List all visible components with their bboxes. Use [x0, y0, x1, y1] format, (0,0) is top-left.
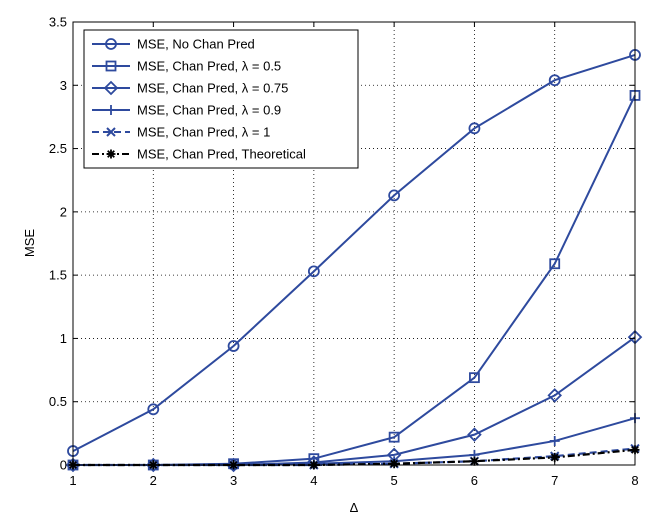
y-axis-label: MSE	[22, 229, 37, 258]
data-point	[468, 122, 481, 135]
y-tick-label: 2.5	[49, 141, 67, 156]
legend-marker	[105, 60, 117, 72]
data-point	[547, 388, 562, 403]
x-tick-label: 7	[551, 473, 558, 488]
legend-label: MSE, Chan Pred, Theoretical	[137, 147, 306, 162]
y-tick-label: 3.5	[49, 15, 67, 30]
y-tick-label: 1	[60, 331, 67, 346]
legend-entry: MSE, No Chan Pred	[92, 37, 255, 52]
y-tick-label: 2	[60, 204, 67, 219]
axis-ticks	[72, 21, 636, 466]
legend: MSE, No Chan Pred MSE, Chan Pred, λ = 0.5…	[83, 29, 359, 169]
legend-marker	[106, 127, 116, 137]
y-tick-label: 1.5	[49, 268, 67, 283]
legend-entry: MSE, Chan Pred, λ = 0.75	[92, 81, 288, 96]
data-point	[550, 452, 560, 462]
data-point	[388, 189, 401, 202]
data-point	[467, 427, 482, 442]
legend-entry: MSE, Chan Pred, λ = 0.9	[92, 103, 281, 118]
x-tick-label: 2	[150, 473, 157, 488]
plot-frame	[72, 21, 636, 466]
x-tick-label: 1	[69, 473, 76, 488]
legend-box	[83, 29, 359, 169]
legend-marker	[105, 38, 117, 50]
x-tick-label: 5	[391, 473, 398, 488]
data-point	[388, 431, 400, 443]
data-point	[548, 74, 561, 87]
legend-marker	[106, 149, 116, 159]
data-point	[469, 372, 480, 384]
legend-label: MSE, Chan Pred, λ = 0.5	[137, 59, 281, 74]
legend-entry: MSE, Chan Pred, Theoretical	[92, 147, 306, 162]
data-point	[147, 403, 160, 416]
series-line	[72, 53, 636, 452]
x-tick-label: 8	[631, 473, 638, 488]
x-tick-label: 6	[471, 473, 478, 488]
data-point	[307, 265, 320, 278]
data-point	[549, 258, 561, 270]
data-point	[549, 435, 560, 446]
data-point	[226, 457, 241, 473]
x-tick-label: 4	[310, 473, 317, 488]
legend-label: MSE, Chan Pred, λ = 0.75	[137, 81, 288, 96]
series-1	[67, 49, 641, 457]
y-tick-label: 0	[60, 458, 67, 473]
data-point	[65, 457, 81, 473]
legend-entry: MSE, Chan Pred, λ = 0.5	[92, 59, 281, 74]
legend-label: MSE, Chan Pred, λ = 0.9	[137, 103, 281, 118]
y-tick-label: 0.5	[49, 394, 67, 409]
legend-marker	[106, 105, 116, 115]
tick-labels: 1 2 3 4 5 6 7 8 0 0.5 1 1.5 2 2.5 3 3.5	[49, 15, 639, 489]
y-tick-label: 3	[60, 78, 67, 93]
legend-label: MSE, Chan Pred, λ = 1	[137, 125, 270, 140]
legend-label: MSE, No Chan Pred	[137, 37, 255, 52]
x-tick-label: 3	[230, 473, 237, 488]
legend-marker	[103, 80, 119, 96]
legend-entry: MSE, Chan Pred, λ = 1	[92, 125, 270, 140]
x-axis-label: Δ	[350, 500, 359, 515]
data-point	[227, 340, 240, 352]
data-point	[146, 457, 161, 473]
